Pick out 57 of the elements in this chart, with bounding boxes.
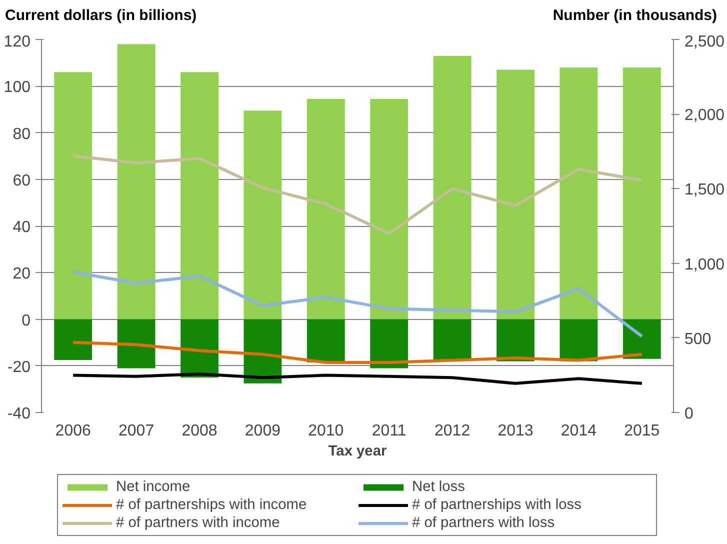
bar [180,72,218,320]
y2-tick-label: 0 [684,406,694,422]
x-tick-label: 2006 [55,422,91,440]
line-series [72,270,644,338]
y2-tick-label: 2,500 [684,34,725,50]
bar [244,110,282,320]
y2-tick-label: 1,000 [684,256,725,274]
bar [560,319,598,362]
y-tick-label: -40 [7,406,31,422]
bar [370,319,408,368]
y-tick-label: 60 [12,172,31,190]
x-tick-label: 2009 [244,422,281,440]
legend-label: Net loss [412,479,466,495]
y2-axis-title: Number (in thousands) [552,6,717,26]
legend-label: # of partnerships with income [116,497,308,513]
bar [433,319,472,360]
y-tick-label: 40 [12,219,31,236]
y-tick-label: -20 [7,358,31,376]
line-series [72,154,644,235]
y-tick-label: 0 [22,312,31,330]
bar [54,72,92,320]
bar [622,67,661,320]
bar [560,67,598,320]
bar [306,98,345,320]
bar [433,56,472,320]
bar [117,319,156,368]
x-tick-label: 2012 [434,422,470,440]
bar [496,319,534,362]
line-series [72,372,644,385]
legend-label: # of partners with income [116,515,281,531]
x-tick-label: 2008 [182,422,218,440]
y2-tick-label: 1,500 [684,182,725,199]
legend-label: # of partnerships with loss [412,497,582,513]
y-tick-label: 20 [12,266,31,283]
x-tick-label: 2011 [372,422,406,440]
x-axis-title: Tax year [328,444,387,460]
legend-label: # of partners with loss [412,515,556,531]
bar [622,319,661,359]
x-tick-label: 2007 [118,422,154,440]
bar [54,319,92,360]
y-tick-label: 100 [4,79,31,96]
bar [244,319,282,384]
y-tick-label: 80 [12,126,31,143]
y-tick-label: 120 [4,34,31,50]
x-tick-label: 2014 [560,422,597,440]
y2-tick-label: 2,000 [684,107,725,124]
x-tick-label: 2010 [308,422,344,440]
y2-tick-label: 500 [684,330,712,348]
legend-label: Net income [116,479,192,495]
x-tick-label: 2015 [624,422,660,440]
y-axis-title: Current dollars (in billions) [5,6,197,26]
x-tick-label: 2013 [498,422,534,440]
bar [306,319,345,362]
bar [117,44,156,320]
bar [496,70,534,320]
bar [370,98,408,320]
line-series [72,340,644,364]
